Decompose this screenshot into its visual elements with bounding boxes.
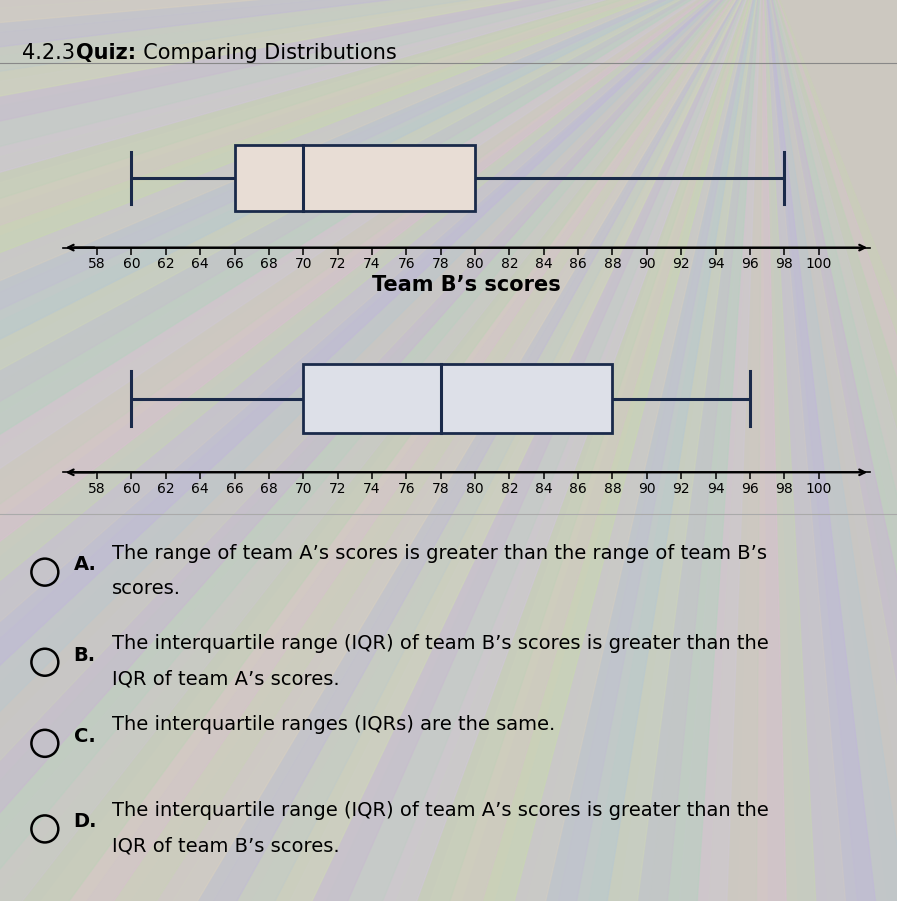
- Polygon shape: [0, 0, 762, 901]
- Text: IQR of team A’s scores.: IQR of team A’s scores.: [112, 669, 340, 688]
- Polygon shape: [0, 0, 762, 901]
- Polygon shape: [0, 0, 762, 901]
- Polygon shape: [0, 0, 762, 901]
- Polygon shape: [0, 0, 762, 901]
- Polygon shape: [762, 0, 897, 901]
- Text: C.: C.: [74, 726, 95, 746]
- Text: D.: D.: [74, 812, 97, 832]
- Polygon shape: [565, 0, 819, 901]
- Polygon shape: [0, 0, 762, 223]
- Polygon shape: [706, 0, 897, 901]
- Polygon shape: [0, 0, 762, 901]
- Polygon shape: [0, 0, 762, 153]
- Polygon shape: [0, 0, 762, 836]
- Text: A.: A.: [74, 555, 97, 575]
- Polygon shape: [356, 0, 762, 901]
- Bar: [303, 364, 613, 433]
- Text: scores.: scores.: [112, 579, 181, 598]
- Polygon shape: [0, 0, 762, 901]
- Polygon shape: [0, 0, 762, 569]
- Polygon shape: [0, 0, 762, 901]
- Polygon shape: [287, 0, 762, 901]
- Polygon shape: [0, 0, 762, 901]
- Text: 4.2.3: 4.2.3: [22, 43, 89, 63]
- Polygon shape: [0, 0, 762, 901]
- Polygon shape: [0, 0, 762, 638]
- Polygon shape: [762, 0, 897, 901]
- Polygon shape: [0, 0, 762, 901]
- Polygon shape: [762, 0, 897, 901]
- Text: Comparing Distributions: Comparing Distributions: [130, 43, 396, 63]
- Polygon shape: [0, 0, 762, 363]
- Polygon shape: [0, 0, 762, 901]
- Text: Quiz:: Quiz:: [76, 43, 136, 63]
- Polygon shape: [0, 0, 762, 294]
- Polygon shape: [0, 0, 762, 901]
- Polygon shape: [0, 0, 762, 901]
- Polygon shape: [0, 0, 762, 901]
- Polygon shape: [0, 0, 762, 705]
- Polygon shape: [83, 0, 762, 901]
- Polygon shape: [0, 0, 762, 901]
- Polygon shape: [636, 0, 889, 901]
- Polygon shape: [425, 0, 762, 901]
- Polygon shape: [219, 0, 762, 901]
- Polygon shape: [0, 0, 762, 901]
- Polygon shape: [151, 0, 762, 901]
- Polygon shape: [0, 0, 762, 901]
- Text: IQR of team B’s scores.: IQR of team B’s scores.: [112, 836, 340, 855]
- Polygon shape: [0, 0, 762, 501]
- Polygon shape: [0, 0, 762, 901]
- Text: The interquartile ranges (IQRs) are the same.: The interquartile ranges (IQRs) are the …: [112, 715, 555, 734]
- Polygon shape: [762, 0, 897, 901]
- Polygon shape: [0, 0, 762, 901]
- Polygon shape: [0, 0, 762, 901]
- Polygon shape: [0, 0, 762, 901]
- Polygon shape: [0, 0, 762, 901]
- Polygon shape: [0, 0, 762, 432]
- Polygon shape: [762, 0, 897, 901]
- Polygon shape: [495, 0, 762, 901]
- Polygon shape: [16, 0, 762, 901]
- Text: Team B’s scores: Team B’s scores: [372, 276, 561, 296]
- Polygon shape: [0, 0, 762, 901]
- Polygon shape: [762, 0, 897, 901]
- Polygon shape: [0, 0, 762, 901]
- Polygon shape: [0, 0, 762, 901]
- Polygon shape: [0, 0, 762, 771]
- Text: The interquartile range (IQR) of team A’s scores is greater than the: The interquartile range (IQR) of team A’…: [112, 801, 769, 820]
- Text: B.: B.: [74, 645, 96, 665]
- Text: The range of team A’s scores is greater than the range of team B’s: The range of team A’s scores is greater …: [112, 544, 767, 563]
- Polygon shape: [0, 0, 762, 901]
- Polygon shape: [762, 0, 897, 901]
- Polygon shape: [0, 0, 762, 901]
- Polygon shape: [0, 0, 762, 901]
- Polygon shape: [762, 0, 897, 901]
- Bar: [234, 145, 475, 211]
- Polygon shape: [762, 0, 897, 901]
- Text: The interquartile range (IQR) of team B’s scores is greater than the: The interquartile range (IQR) of team B’…: [112, 634, 769, 653]
